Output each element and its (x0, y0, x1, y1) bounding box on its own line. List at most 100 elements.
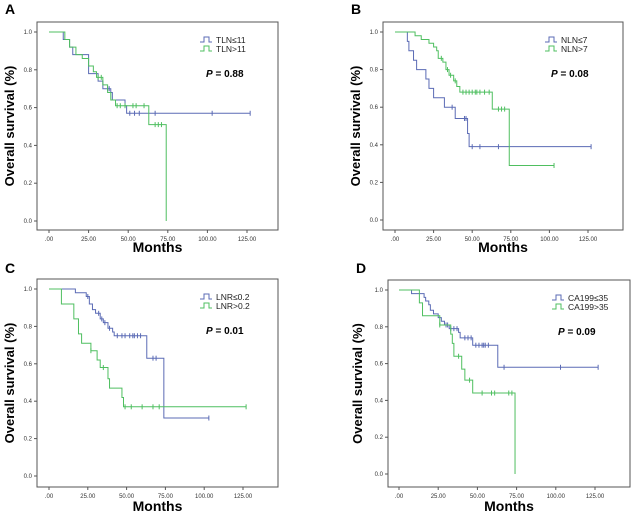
x-tick-label: 50.00 (465, 237, 481, 243)
p-value-symbol: P (558, 327, 565, 338)
x-tick-label: 25.00 (80, 494, 96, 500)
y-axis-label: Overall survival (%) (2, 323, 17, 444)
y-tick-label: 0.4 (370, 143, 379, 149)
y-tick-label: 0.0 (370, 218, 379, 224)
x-axis-label: Months (133, 498, 183, 514)
y-tick-label: 0.2 (370, 180, 379, 186)
km-plot: C 0.0 0.2 0.4 0.6 0.8 1.0 .00 25.00 50.00 75.00 100… (2, 260, 279, 514)
km-plot: B 0.0 0.2 0.4 0.6 0.8 1.0 .00 25.00 50.00 75.00 100… (348, 1, 624, 255)
x-tick-label: 75.00 (509, 494, 525, 500)
y-tick-label: 0.8 (375, 325, 384, 331)
plot-frame (382, 21, 624, 231)
legend-swatch (200, 45, 212, 52)
y-tick-label: 1.0 (24, 287, 33, 293)
x-tick-label: 100.00 (540, 237, 559, 243)
p-value: P = 0.09 (558, 327, 596, 338)
x-tick-label: .00 (45, 494, 54, 500)
x-tick-label: 25.00 (426, 237, 442, 243)
legend-swatch (545, 45, 557, 52)
legend-entry: TLN>11 (216, 44, 246, 54)
x-tick-label: 75.00 (158, 494, 174, 500)
p-value-symbol: P (551, 69, 558, 80)
legend-swatch (200, 302, 212, 309)
survival-curve-high (49, 31, 167, 221)
x-tick-label: .00 (45, 237, 54, 243)
panel-label: B (351, 1, 361, 17)
p-value-number: = 0.01 (213, 326, 244, 337)
x-tick-label: 100.00 (195, 494, 214, 500)
y-tick-label: 1.0 (375, 288, 384, 294)
y-tick-label: 1.0 (24, 30, 33, 36)
legend-swatch (545, 36, 557, 43)
x-axis-label: Months (484, 498, 534, 514)
y-axis-label: Overall survival (%) (348, 66, 363, 187)
survival-curve-low (395, 31, 592, 148)
legend-entry: CA199>35 (568, 302, 609, 312)
x-tick-label: 75.00 (160, 237, 176, 243)
plot-frame (36, 278, 279, 488)
y-axis-label: Overall survival (%) (2, 66, 17, 187)
x-tick-label: 125.00 (238, 237, 257, 243)
panel-d: D 0.0 0.2 0.4 0.6 0.8 1.0 .00 25.00 50.00 75.00 100… (318, 259, 636, 518)
km-plot: D 0.0 0.2 0.4 0.6 0.8 1.0 .00 25.00 50.00 75.00 100… (350, 260, 631, 514)
x-tick-label: 125.00 (579, 237, 598, 243)
x-tick-label: 75.00 (503, 237, 519, 243)
p-value: P = 0.88 (206, 69, 244, 80)
y-tick-label: 0.8 (24, 68, 33, 74)
y-tick-label: 0.2 (375, 435, 384, 441)
panel-label: D (356, 260, 366, 276)
panel-c: C 0.0 0.2 0.4 0.6 0.8 1.0 .00 25.00 50.00 75.00 100… (0, 259, 318, 518)
legend-entry: NLN>7 (561, 44, 588, 54)
survival-curve-high (395, 31, 555, 166)
x-tick-label: 50.00 (121, 237, 137, 243)
y-tick-label: 0.6 (24, 362, 33, 368)
y-tick-label: 0.8 (24, 324, 33, 330)
legend-entry: LNR>0.2 (216, 301, 250, 311)
x-axis-label: Months (133, 239, 183, 255)
y-tick-label: 0.0 (375, 472, 384, 478)
y-tick-label: 0.2 (24, 437, 33, 443)
p-value-symbol: P (206, 326, 213, 337)
x-tick-label: 100.00 (547, 494, 566, 500)
y-axis-label: Overall survival (%) (350, 323, 365, 444)
y-tick-label: 0.0 (24, 219, 33, 225)
x-tick-label: .00 (395, 494, 404, 500)
x-tick-label: 100.00 (198, 237, 217, 243)
legend-swatch (552, 294, 564, 301)
p-value-symbol: P (206, 69, 213, 80)
y-tick-label: 1.0 (370, 30, 379, 36)
legend-entry: CA199≤35 (568, 293, 608, 303)
x-tick-label: 125.00 (234, 494, 253, 500)
legend-swatch (200, 293, 212, 300)
y-tick-label: 0.0 (24, 474, 33, 480)
y-tick-label: 0.6 (370, 105, 379, 111)
legend-entry: NLN≤7 (561, 35, 588, 45)
x-tick-label: 50.00 (119, 494, 135, 500)
survival-curve-high (399, 289, 516, 474)
survival-curve-low (49, 288, 209, 419)
x-tick-label: 50.00 (470, 494, 486, 500)
y-tick-label: 0.2 (24, 181, 33, 187)
plot-frame (387, 279, 631, 488)
p-value: P = 0.08 (551, 69, 589, 80)
x-tick-label: .00 (391, 237, 400, 243)
p-value-number: = 0.88 (213, 69, 244, 80)
panel-a: A 0.0 0.2 0.4 0.6 0.8 1.0 .00 25.00 50.00 75.00 100… (0, 0, 318, 259)
x-tick-label: 25.00 (81, 237, 97, 243)
survival-curve-high (49, 288, 247, 408)
y-tick-label: 0.4 (375, 398, 384, 404)
y-tick-label: 0.4 (24, 399, 33, 405)
panel-label: C (5, 260, 15, 276)
p-value-number: = 0.09 (565, 327, 596, 338)
plot-frame (36, 21, 279, 231)
legend-swatch (552, 303, 564, 310)
x-axis-label: Months (478, 239, 528, 255)
panel-label: A (5, 1, 15, 17)
legend-swatch (200, 36, 212, 43)
panel-b: B 0.0 0.2 0.4 0.6 0.8 1.0 .00 25.00 50.00 75.00 100… (318, 0, 636, 259)
km-plot: A 0.0 0.2 0.4 0.6 0.8 1.0 .00 25.00 50.00 75.00 100… (2, 1, 279, 255)
legend-entry: LNR≤0.2 (216, 292, 250, 302)
y-tick-label: 0.8 (370, 68, 379, 74)
p-value-number: = 0.08 (558, 69, 589, 80)
